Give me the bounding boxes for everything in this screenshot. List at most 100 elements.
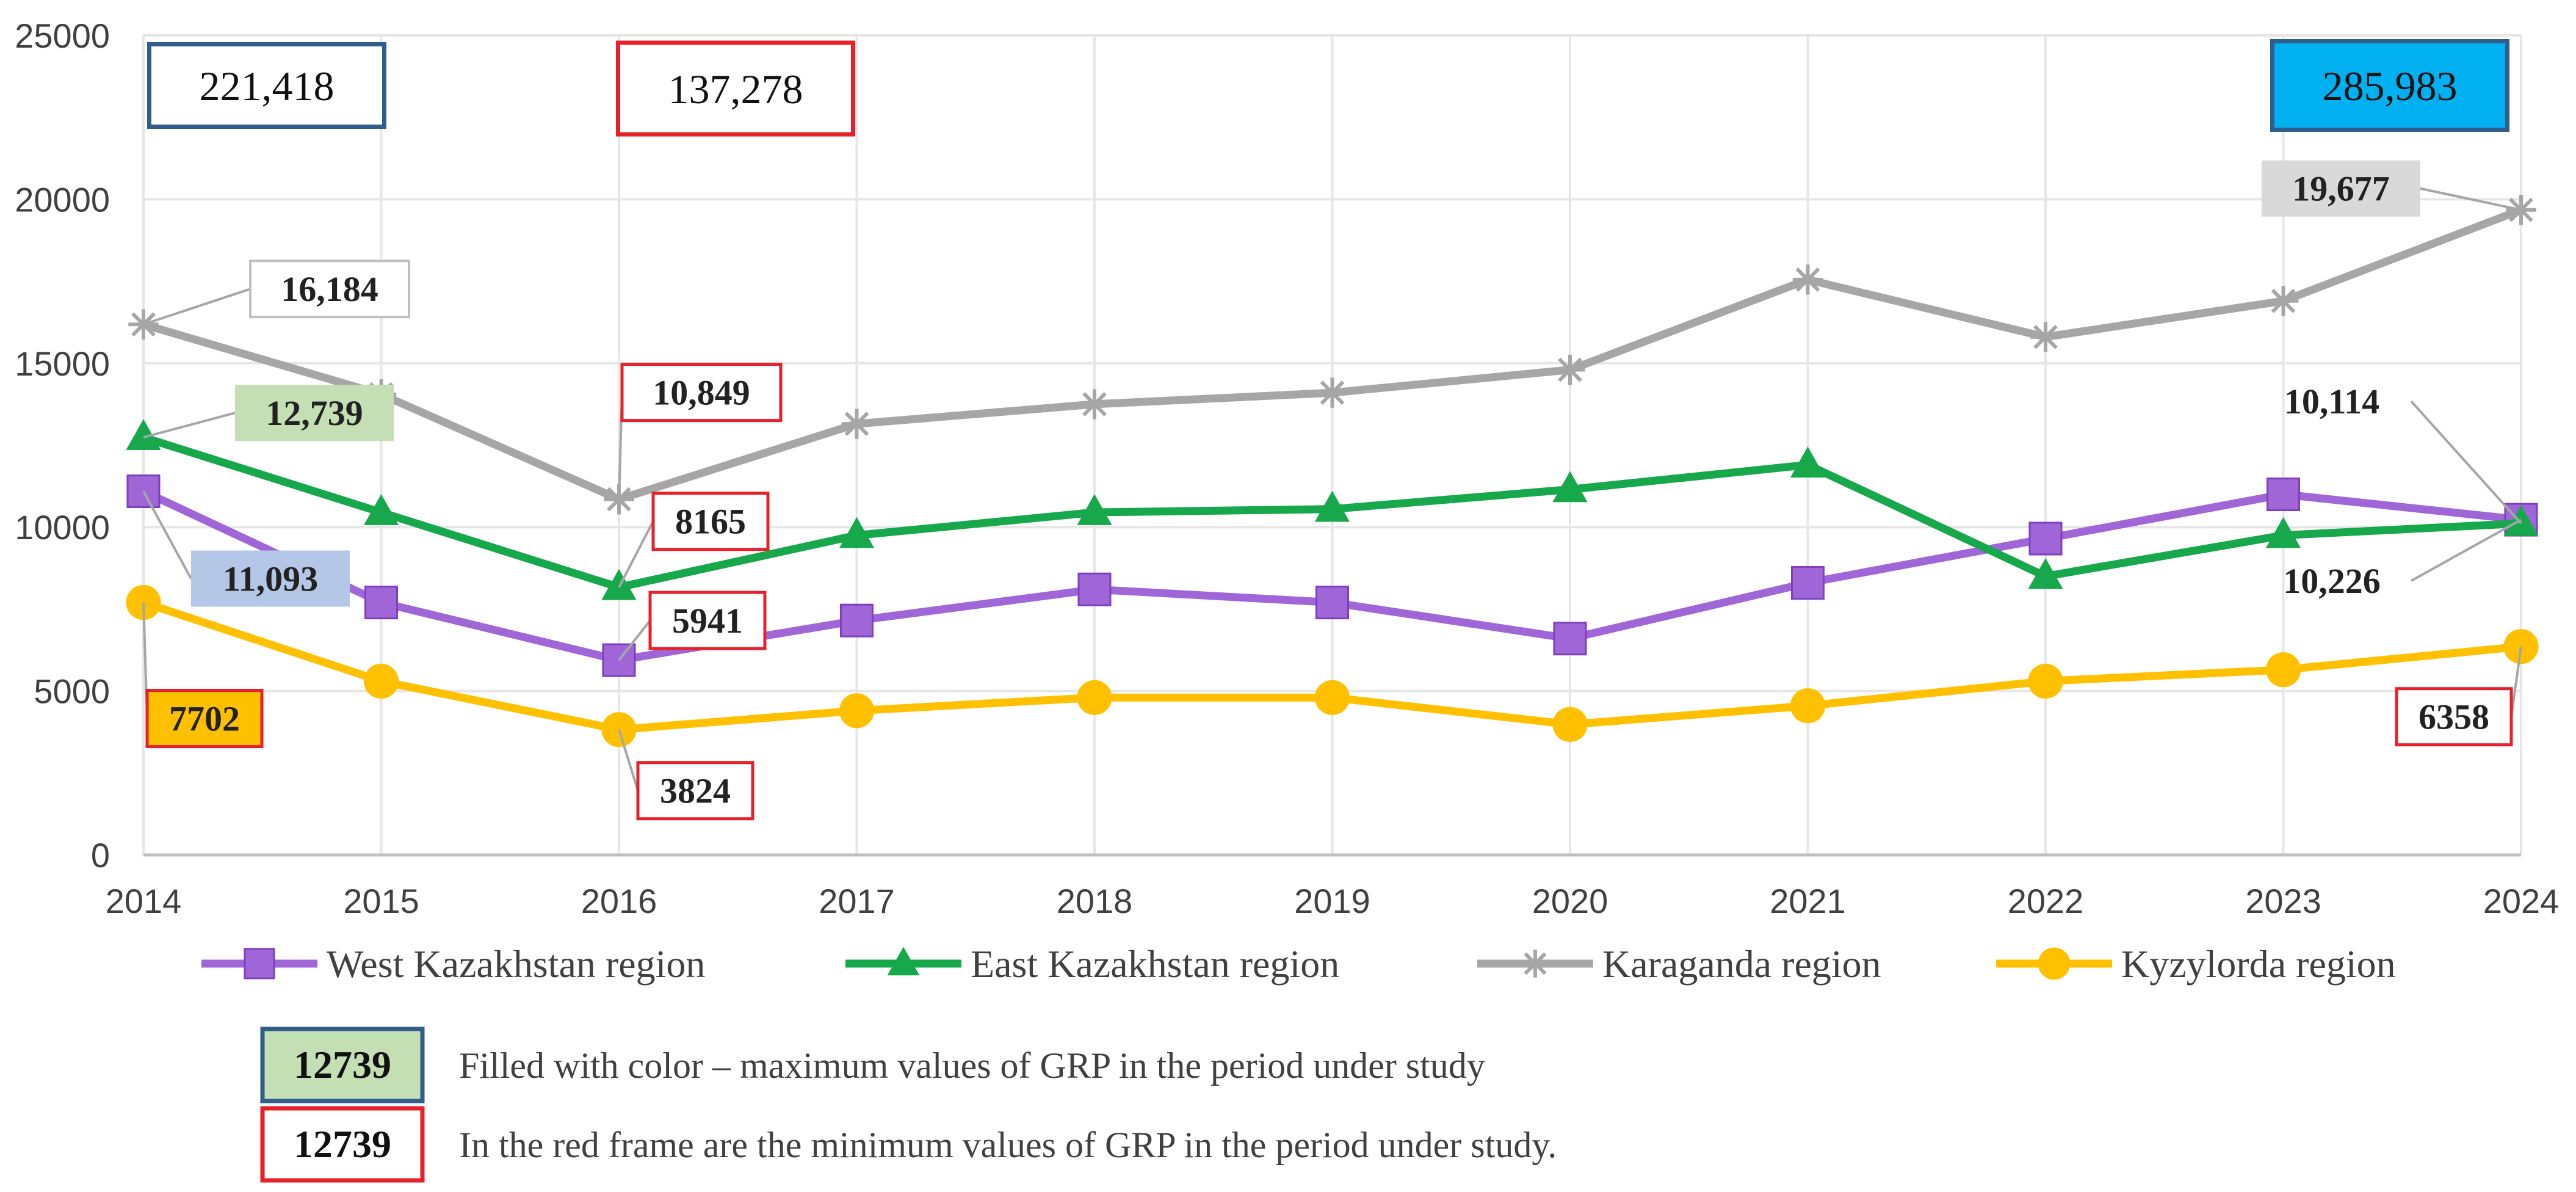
label-text: 16,184 [281, 269, 378, 309]
data-label: 16,184 [249, 260, 410, 319]
marker-stroke [1558, 357, 1582, 382]
label-box [235, 385, 394, 442]
data-point [1552, 471, 1588, 503]
total-boxes: 221,418 137,278 285,983 [147, 39, 2509, 137]
y-tick-label: 15000 [15, 344, 110, 383]
marker-stroke [1524, 952, 1547, 975]
total-box-text: 137,278 [668, 66, 803, 112]
x-tick-label: 2017 [819, 882, 895, 920]
legend-item: Karaganda region [1477, 942, 1881, 986]
data-point [1077, 494, 1112, 525]
label-text: 10,226 [2283, 561, 2381, 601]
legend-item: West Kazakhstan region [201, 942, 705, 986]
note-row: 12739 In the red frame are the minimum va… [260, 1106, 1557, 1183]
axes: 0 5000 10000 15000 20000 25000 2014 2015 2016 201… [15, 16, 2559, 920]
label-text: 12,739 [266, 393, 363, 433]
data-point [2038, 947, 2071, 980]
x-tick-label: 2023 [2245, 882, 2321, 920]
label-text: 3824 [660, 771, 731, 811]
legend-item: East Kazakhstan region [845, 942, 1339, 986]
data-point [244, 948, 275, 979]
marker-stroke [1320, 380, 1345, 405]
data-point [841, 409, 872, 439]
note-text: In the red frame are the minimum values … [459, 1125, 1557, 1165]
data-point [601, 569, 637, 600]
data-point [2028, 558, 2063, 589]
label-box [2395, 687, 2513, 747]
total-box: 137,278 [616, 40, 855, 137]
marker-stroke [844, 412, 869, 437]
data-point [2028, 663, 2063, 699]
data-point [1553, 622, 1587, 656]
total-box-frame [2270, 39, 2509, 132]
note-text: Filled with color – maximum values of GR… [459, 1045, 1485, 1086]
marker-stroke [2271, 288, 2296, 313]
leader-line [143, 412, 236, 439]
data-point [364, 586, 398, 620]
data-point [126, 419, 161, 450]
leader-line [2411, 518, 2522, 582]
notes: 12739 Filled with color – maximum values … [260, 1027, 1557, 1183]
label-text: 6358 [2419, 697, 2489, 737]
x-tick-label: 2022 [2008, 882, 2084, 920]
legend-label: Karaganda region [1602, 942, 1881, 986]
data-label: 19,677 [2262, 160, 2420, 217]
data-point [2265, 652, 2301, 688]
data-point [2028, 522, 2063, 556]
data-point [1790, 688, 1826, 724]
label-text: 19,677 [2292, 169, 2390, 209]
data-label: 5941 [648, 591, 767, 650]
note-row: 12739 Filled with color – maximum values … [260, 1027, 1485, 1103]
legend: West Kazakhstan region East Kazakhstan re… [201, 942, 2396, 986]
leader-line [618, 729, 639, 791]
data-point [1079, 389, 1110, 420]
label-text: 10,849 [653, 373, 750, 413]
data-point [887, 947, 920, 976]
note-sample-value: 12739 [294, 1122, 391, 1166]
data-point [839, 517, 875, 548]
label-box [191, 550, 350, 607]
data-label: 10,849 [620, 363, 783, 423]
data-label: 3824 [636, 761, 754, 821]
label-text: 5941 [672, 601, 743, 641]
leader-line [2510, 646, 2522, 717]
data-point [2030, 322, 2061, 352]
x-tick-label: 2018 [1057, 882, 1133, 920]
leader-line [2420, 187, 2522, 211]
data-point [1552, 707, 1588, 742]
leader-line [142, 490, 192, 580]
total-box: 221,418 [147, 42, 386, 129]
label-box [620, 363, 783, 423]
note-sample-box [260, 1027, 425, 1103]
label-text: 7702 [169, 699, 240, 739]
data-label: 10,226 [2283, 561, 2381, 601]
data-point [1314, 680, 1350, 715]
data-point [1077, 680, 1112, 715]
leader-line [618, 619, 651, 661]
label-text: 8165 [675, 502, 746, 542]
marker-stroke [1082, 391, 1107, 416]
leader-line [618, 520, 654, 588]
y-tick-label: 20000 [15, 180, 110, 219]
legend-item: Kyzylorda region [1996, 942, 2396, 986]
data-label: 6358 [2395, 687, 2513, 747]
data-point [1792, 264, 1823, 295]
total-box-frame [616, 40, 855, 137]
data-point [1314, 490, 1350, 522]
data-label: 11,093 [191, 550, 350, 607]
data-point [2268, 286, 2299, 316]
data-label: 12,739 [235, 385, 394, 442]
data-point [2265, 517, 2301, 548]
x-tick-label: 2015 [343, 882, 419, 920]
label-text: 10,114 [2284, 382, 2379, 421]
note-sample-box [260, 1106, 425, 1183]
data-label: 7702 [145, 689, 264, 749]
y-tick-label: 10000 [15, 508, 110, 547]
legend-label: Kyzylorda region [2121, 942, 2396, 986]
x-tick-label: 2016 [581, 882, 657, 920]
data-point [2267, 478, 2300, 512]
data-point [1077, 572, 1112, 606]
series-kyzylorda-region [126, 584, 2539, 747]
x-tick-label: 2019 [1294, 882, 1370, 920]
